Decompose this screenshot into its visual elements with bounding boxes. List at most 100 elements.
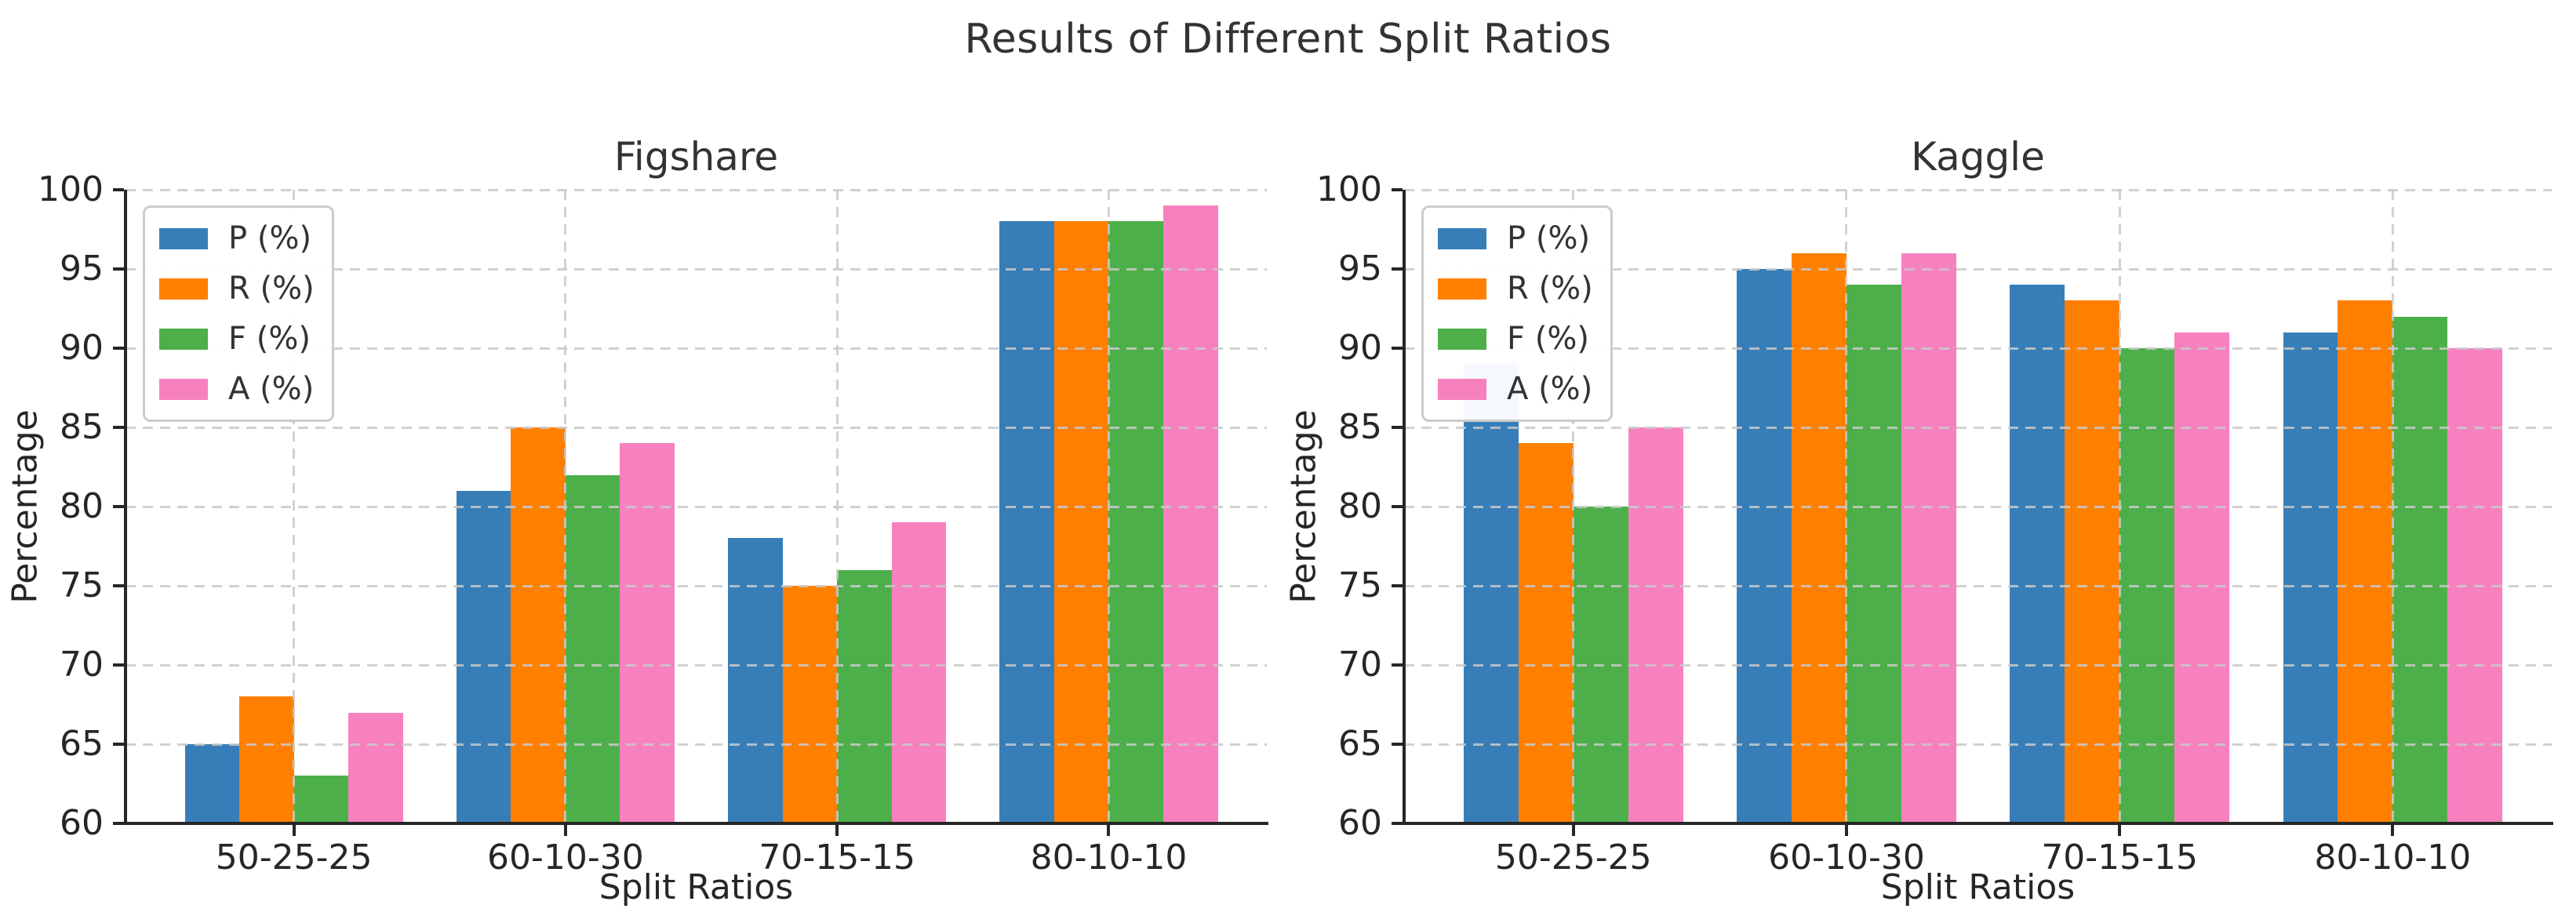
gridline-y-100 <box>1404 188 2552 191</box>
bar-figshare-80-10-10-F <box>1108 221 1164 823</box>
bar-kaggle-50-25-25-A <box>1628 427 1683 823</box>
gridline-x-60-10-30 <box>564 190 567 823</box>
gridline-x-70-15-15 <box>2118 190 2121 823</box>
legend-item-P: P (%) <box>159 220 315 256</box>
bar-kaggle-70-15-15-P <box>2010 285 2065 823</box>
y-tick-label-80: 80 <box>60 486 104 526</box>
bar-kaggle-60-10-30-A <box>1901 253 1956 823</box>
legend-swatch-R <box>1438 278 1486 300</box>
bar-kaggle-60-10-30-P <box>1737 269 1792 823</box>
y-tick-85 <box>113 426 124 429</box>
bar-figshare-60-10-30-F <box>565 474 620 823</box>
legend-item-R: R (%) <box>159 271 315 307</box>
y-tick-label-90: 90 <box>1338 328 1382 368</box>
bar-kaggle-50-25-25-R <box>1518 443 1574 823</box>
x-tick-label-80-10-10: 80-10-10 <box>2314 838 2472 878</box>
gridline-y-80 <box>1404 505 2552 508</box>
x-tick-label-50-25-25: 50-25-25 <box>215 838 373 878</box>
gridline-x-80-10-10 <box>1107 190 1110 823</box>
legend-swatch-R <box>159 278 208 300</box>
x-tick-label-60-10-30: 60-10-30 <box>487 838 644 878</box>
legend-label-R: R (%) <box>1507 271 1593 307</box>
gridline-y-70 <box>126 663 1267 667</box>
y-tick-90 <box>113 347 124 350</box>
gridline-x-60-10-30 <box>1845 190 1848 823</box>
x-tick-label-80-10-10: 80-10-10 <box>1030 838 1188 878</box>
bar-figshare-50-25-25-R <box>239 696 294 823</box>
y-tick-label-75: 75 <box>60 565 104 605</box>
y-tick-95 <box>1392 267 1403 271</box>
subplot-title-kaggle: Kaggle <box>1911 134 2045 180</box>
bar-kaggle-70-15-15-R <box>2065 300 2120 823</box>
gridline-y-80 <box>126 505 1267 508</box>
x-tick-80-10-10 <box>1107 825 1111 836</box>
legend-swatch-P <box>159 227 208 249</box>
bar-figshare-70-15-15-A <box>891 522 947 823</box>
gridline-y-65 <box>1404 743 2552 746</box>
legend-label-A: A (%) <box>228 371 315 407</box>
bar-kaggle-80-10-10-F <box>2392 316 2448 823</box>
x-tick-70-15-15 <box>835 825 839 836</box>
legend-label-P: P (%) <box>228 220 312 256</box>
gridline-x-70-15-15 <box>835 190 839 823</box>
y-tick-70 <box>113 663 124 667</box>
x-tick-label-50-25-25: 50-25-25 <box>1494 838 1652 878</box>
legend-label-F: F (%) <box>1507 321 1589 357</box>
bar-figshare-70-15-15-F <box>837 569 892 823</box>
y-tick-label-70: 70 <box>1338 645 1382 685</box>
bar-kaggle-60-10-30-F <box>1846 285 1901 823</box>
bar-figshare-50-25-25-P <box>184 744 240 823</box>
y-tick-label-70: 70 <box>60 645 104 685</box>
bar-kaggle-60-10-30-R <box>1792 253 1846 823</box>
x-tick-60-10-30 <box>563 825 567 836</box>
gridline-x-50-25-25 <box>1572 190 1575 823</box>
y-tick-label-60: 60 <box>1338 803 1382 843</box>
y-tick-label-80: 80 <box>1338 486 1382 526</box>
bar-figshare-80-10-10-P <box>999 221 1054 823</box>
gridline-y-95 <box>126 267 1267 271</box>
legend-swatch-P <box>1438 227 1486 249</box>
bar-figshare-60-10-30-P <box>456 490 511 823</box>
y-tick-70 <box>1392 663 1403 667</box>
bar-figshare-70-15-15-P <box>728 538 783 823</box>
subplot-title-figshare: Figshare <box>613 134 779 180</box>
bar-figshare-50-25-25-A <box>348 712 403 823</box>
y-tick-label-75: 75 <box>1338 565 1382 605</box>
gridline-y-95 <box>1404 267 2552 271</box>
bar-figshare-70-15-15-R <box>782 586 838 823</box>
bar-figshare-80-10-10-A <box>1163 205 1218 823</box>
x-tick-label-60-10-30: 60-10-30 <box>1768 838 1925 878</box>
figure-title: Results of Different Split Ratios <box>964 16 1612 63</box>
x-axis-label-figshare: Split Ratios <box>599 867 794 907</box>
legend-label-A: A (%) <box>1507 371 1593 407</box>
y-tick-label-85: 85 <box>1338 407 1382 447</box>
x-tick-label-70-15-15: 70-15-15 <box>759 838 916 878</box>
bar-figshare-60-10-30-R <box>511 427 566 823</box>
x-axis-spine-kaggle <box>1403 822 2553 825</box>
legend-swatch-F <box>159 328 208 350</box>
legend-kaggle: P (%) R (%) F (%) A (%) <box>1421 205 1613 422</box>
legend-item-A: A (%) <box>1438 371 1593 407</box>
legend-swatch-F <box>1438 328 1486 350</box>
bar-figshare-80-10-10-R <box>1053 221 1109 823</box>
bar-kaggle-70-15-15-A <box>2174 332 2230 823</box>
y-tick-90 <box>1392 347 1403 350</box>
legend-item-R: R (%) <box>1438 271 1593 307</box>
y-axis-spine-kaggle <box>1403 190 1406 825</box>
gridline-x-80-10-10 <box>2391 190 2394 823</box>
y-tick-label-95: 95 <box>60 249 104 289</box>
y-tick-label-60: 60 <box>60 803 104 843</box>
legend-label-R: R (%) <box>228 271 315 307</box>
y-tick-65 <box>1392 743 1403 746</box>
y-tick-label-100: 100 <box>1316 169 1382 209</box>
y-tick-85 <box>1392 426 1403 429</box>
legend-item-P: P (%) <box>1438 220 1593 256</box>
bar-figshare-60-10-30-A <box>620 443 675 823</box>
y-tick-65 <box>113 743 124 746</box>
x-axis-spine-figshare <box>124 822 1268 825</box>
gridline-y-75 <box>1404 584 2552 587</box>
bar-kaggle-80-10-10-P <box>2283 332 2338 823</box>
